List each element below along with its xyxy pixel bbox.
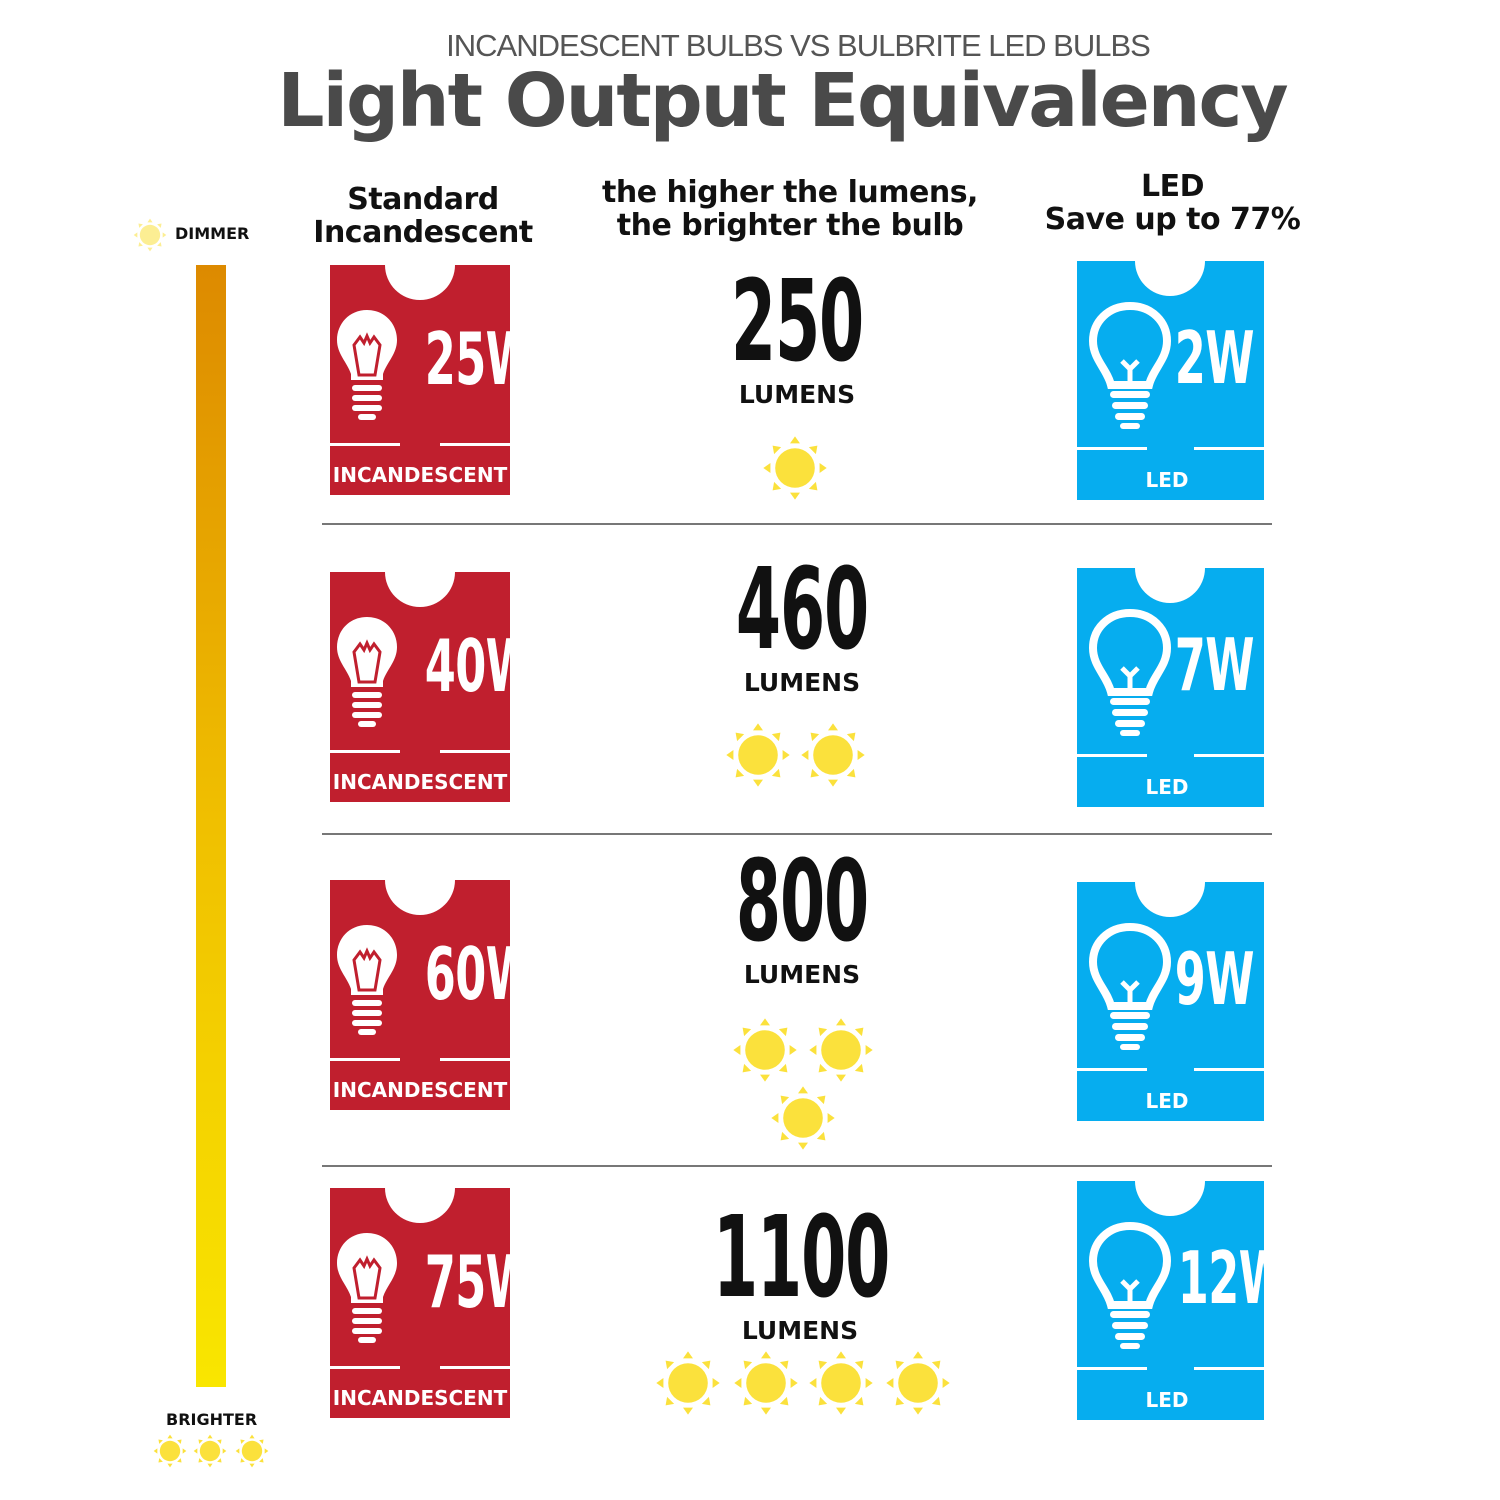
incandescent-wattage: 60W — [424, 932, 510, 1016]
column-header-incandescent: Standard Incandescent — [313, 182, 533, 250]
row-divider — [322, 833, 1272, 835]
incandescent-card: 75W INCANDESCENT — [330, 1188, 510, 1418]
card-notch — [1135, 261, 1205, 296]
divider-line — [330, 1058, 400, 1061]
lumens-block: 800 LUMENS — [652, 837, 952, 989]
subtitle: INCANDESCENT BULBS VS BULBRITE LED BULBS — [446, 28, 1151, 63]
divider-line — [1077, 754, 1147, 757]
divider-line — [440, 750, 510, 753]
column-header-lumens: the higher the lumens, the brighter the … — [602, 175, 978, 243]
led-card: 9W LED — [1077, 882, 1264, 1121]
lumens-unit: LUMENS — [743, 960, 861, 989]
sun-icon — [133, 218, 167, 256]
sun-icon — [763, 436, 827, 500]
led-wattage: 2W — [1174, 316, 1255, 400]
card-notch — [385, 1188, 455, 1223]
row-divider — [322, 1165, 1272, 1167]
led-bulb-icon — [1088, 301, 1172, 429]
lumens-value: 1100 — [713, 1193, 890, 1323]
incandescent-label: INCANDESCENT — [332, 1078, 508, 1102]
divider-line — [1077, 1068, 1147, 1071]
divider-line — [440, 443, 510, 446]
card-notch — [1135, 882, 1205, 917]
led-card: 7W LED — [1077, 568, 1264, 807]
row-divider — [322, 523, 1272, 525]
incandescent-label: INCANDESCENT — [332, 463, 508, 487]
incandescent-card: 60W INCANDESCENT — [330, 880, 510, 1110]
lumens-value: 250 — [730, 257, 864, 387]
sun-icon — [809, 1018, 873, 1082]
sun-icon — [886, 1351, 950, 1415]
sun-icon — [809, 1351, 873, 1415]
divider-line — [1077, 447, 1147, 450]
lumens-block: 250 LUMENS — [647, 257, 947, 409]
lumens-unit: LUMENS — [741, 1316, 859, 1345]
incandescent-wattage: 75W — [424, 1240, 510, 1324]
incandescent-card: 40W INCANDESCENT — [330, 572, 510, 802]
divider-line — [1194, 1367, 1264, 1370]
incandescent-bulb-icon — [337, 925, 397, 1035]
incandescent-wattage: 25W — [424, 317, 510, 401]
divider-line — [330, 1366, 400, 1369]
incandescent-label: INCANDESCENT — [332, 770, 508, 794]
brightness-scale-bar — [196, 265, 226, 1387]
dimmer-label: DIMMER — [175, 224, 250, 243]
card-notch — [385, 572, 455, 607]
lumens-unit: LUMENS — [738, 380, 856, 409]
incandescent-wattage: 40W — [424, 624, 510, 708]
sun-icon — [193, 1434, 227, 1468]
sun-icon — [133, 218, 167, 252]
sun-icon — [734, 1351, 798, 1415]
led-bulb-icon — [1088, 922, 1172, 1050]
divider-line — [1077, 1367, 1147, 1370]
card-notch — [1135, 568, 1205, 603]
incandescent-bulb-icon — [337, 617, 397, 727]
divider-line — [1194, 1068, 1264, 1071]
sun-icon — [733, 1018, 797, 1082]
incandescent-card: 25W INCANDESCENT — [330, 265, 510, 495]
led-wattage: 7W — [1174, 623, 1255, 707]
card-notch — [1135, 1181, 1205, 1216]
brighter-label: BRIGHTER — [166, 1410, 258, 1429]
led-wattage: 12W — [1177, 1236, 1264, 1320]
sun-icon — [235, 1434, 269, 1468]
page-title: Light Output Equivalency — [277, 58, 1288, 144]
divider-line — [1194, 754, 1264, 757]
led-bulb-icon — [1088, 1221, 1172, 1349]
divider-line — [440, 1058, 510, 1061]
card-notch — [385, 265, 455, 300]
lumens-value: 460 — [735, 545, 869, 675]
sun-icon — [801, 723, 865, 787]
divider-line — [440, 1366, 510, 1369]
led-wattage: 9W — [1174, 937, 1255, 1021]
divider-line — [1194, 447, 1264, 450]
sun-icon — [153, 1434, 187, 1468]
lumens-block: 1100 LUMENS — [650, 1193, 950, 1345]
card-notch — [385, 880, 455, 915]
incandescent-bulb-icon — [337, 310, 397, 420]
led-label: LED — [1145, 775, 1189, 799]
divider-line — [330, 750, 400, 753]
led-card: 12W LED — [1077, 1181, 1264, 1420]
incandescent-label: INCANDESCENT — [332, 1386, 508, 1410]
led-label: LED — [1145, 1089, 1189, 1113]
lumens-unit: LUMENS — [743, 668, 861, 697]
lumens-value: 800 — [735, 837, 869, 967]
incandescent-bulb-icon — [337, 1233, 397, 1343]
led-label: LED — [1145, 1388, 1189, 1412]
column-header-led: LED Save up to 77% — [1044, 169, 1301, 237]
sun-icon — [726, 723, 790, 787]
sun-icon — [771, 1086, 835, 1150]
led-bulb-icon — [1088, 608, 1172, 736]
divider-line — [330, 443, 400, 446]
lumens-block: 460 LUMENS — [652, 545, 952, 697]
led-card: 2W LED — [1077, 261, 1264, 500]
sun-icon — [656, 1351, 720, 1415]
led-label: LED — [1145, 468, 1189, 492]
